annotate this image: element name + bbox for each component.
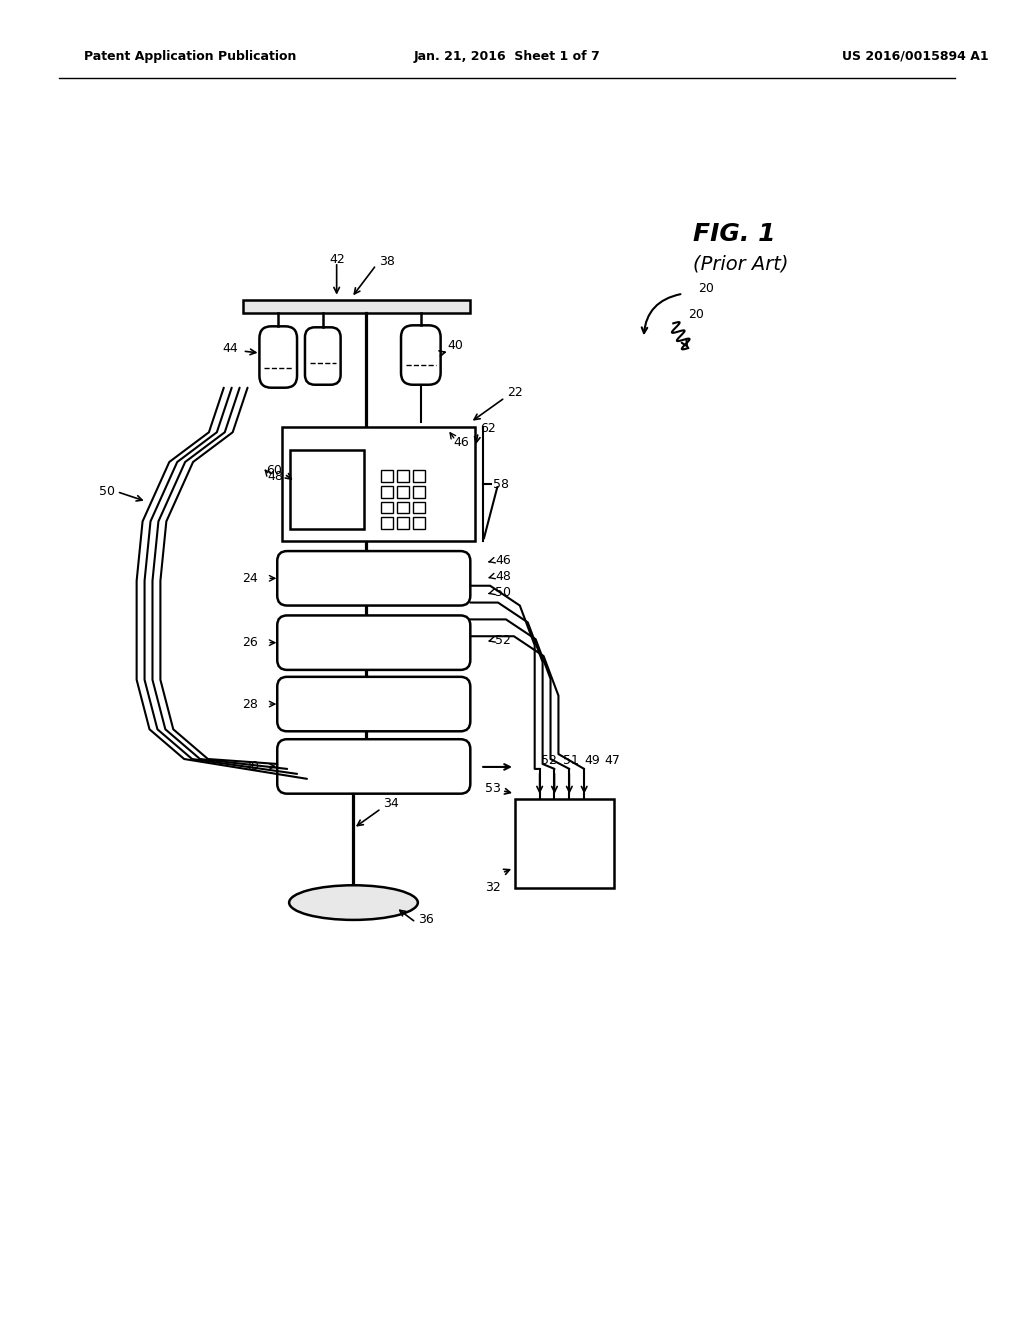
Text: Jan. 21, 2016  Sheet 1 of 7: Jan. 21, 2016 Sheet 1 of 7 [414, 50, 600, 62]
FancyBboxPatch shape [413, 502, 425, 513]
Text: Patent Application Publication: Patent Application Publication [84, 50, 297, 62]
Text: 46: 46 [454, 436, 469, 449]
Text: 42: 42 [330, 253, 345, 267]
FancyBboxPatch shape [305, 327, 341, 384]
Text: 44: 44 [223, 342, 239, 355]
FancyBboxPatch shape [259, 326, 297, 388]
Text: 32: 32 [485, 882, 501, 894]
Text: 46: 46 [495, 554, 511, 568]
Text: 60: 60 [266, 463, 283, 477]
Text: 26: 26 [243, 636, 258, 649]
Text: 20: 20 [698, 282, 714, 296]
Text: 48: 48 [495, 570, 511, 583]
Text: 28: 28 [243, 697, 258, 710]
FancyBboxPatch shape [283, 428, 475, 541]
Text: 22: 22 [507, 385, 522, 399]
FancyBboxPatch shape [413, 486, 425, 498]
Text: 50: 50 [99, 486, 115, 498]
FancyBboxPatch shape [515, 799, 614, 888]
Text: 50: 50 [495, 586, 511, 599]
FancyBboxPatch shape [397, 517, 409, 529]
FancyBboxPatch shape [278, 677, 470, 731]
FancyBboxPatch shape [381, 517, 393, 529]
Text: 53: 53 [485, 783, 501, 795]
FancyBboxPatch shape [278, 615, 470, 671]
Text: 36: 36 [418, 913, 433, 927]
Text: (Prior Art): (Prior Art) [693, 255, 788, 273]
FancyBboxPatch shape [278, 550, 470, 606]
Text: FIG. 1: FIG. 1 [693, 222, 775, 247]
Text: 52: 52 [541, 754, 556, 767]
Text: US 2016/0015894 A1: US 2016/0015894 A1 [842, 50, 988, 62]
Text: 20: 20 [688, 309, 705, 321]
FancyBboxPatch shape [381, 502, 393, 513]
Text: 49: 49 [584, 754, 600, 767]
FancyBboxPatch shape [278, 739, 470, 793]
FancyBboxPatch shape [401, 325, 440, 384]
FancyBboxPatch shape [397, 502, 409, 513]
Text: 58: 58 [494, 478, 509, 491]
Text: 40: 40 [447, 339, 464, 351]
Text: 34: 34 [383, 796, 399, 809]
FancyBboxPatch shape [413, 470, 425, 482]
Text: 62: 62 [480, 422, 496, 436]
Text: 48: 48 [267, 470, 284, 483]
FancyBboxPatch shape [413, 517, 425, 529]
FancyBboxPatch shape [381, 470, 393, 482]
FancyBboxPatch shape [397, 486, 409, 498]
Text: 24: 24 [243, 572, 258, 585]
FancyBboxPatch shape [397, 470, 409, 482]
FancyBboxPatch shape [290, 450, 365, 529]
FancyBboxPatch shape [381, 486, 393, 498]
FancyBboxPatch shape [243, 300, 470, 313]
Text: 30: 30 [243, 760, 258, 774]
Text: 38: 38 [379, 256, 395, 268]
Text: 52: 52 [495, 634, 511, 647]
Text: 51: 51 [563, 754, 580, 767]
Ellipse shape [289, 886, 418, 920]
Text: 47: 47 [604, 754, 620, 767]
